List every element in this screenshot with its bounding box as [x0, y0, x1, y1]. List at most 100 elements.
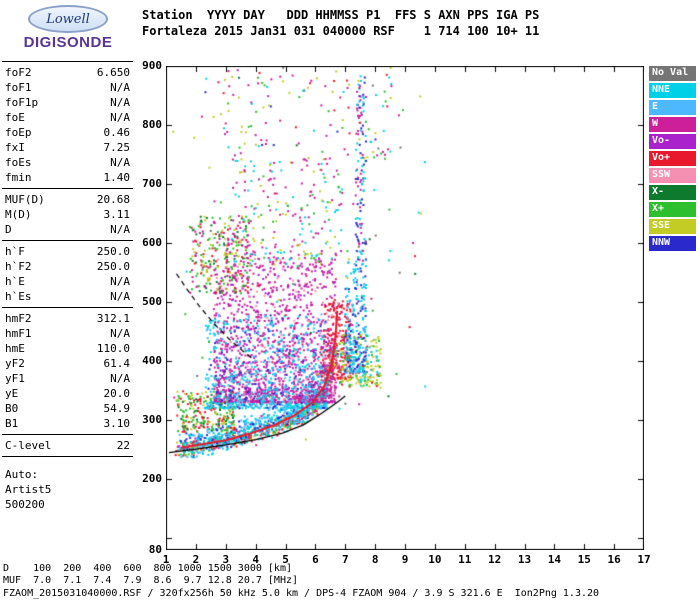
- x-tick-label: 13: [517, 553, 532, 566]
- param-label: M(D): [5, 208, 32, 221]
- param-value: N/A: [110, 96, 130, 109]
- x-tick-label: 12: [488, 553, 502, 566]
- param-row-foEp: foEp 0.46: [2, 125, 133, 140]
- param-value: 1.40: [103, 171, 131, 184]
- param-label: foEs: [5, 156, 32, 169]
- legend-item-W: W: [649, 117, 696, 132]
- x-tick-label: 15: [577, 553, 591, 566]
- param-label: foE: [5, 111, 25, 124]
- y-tick-label: 900: [142, 59, 162, 72]
- auto-block: Auto: Artist5 500200: [2, 467, 133, 512]
- param-label: foF1: [5, 81, 32, 94]
- param-value: N/A: [110, 327, 130, 340]
- param-label: C-level: [5, 439, 52, 452]
- legend-item-Vo-: Vo-: [649, 134, 696, 149]
- param-value: 22: [116, 439, 130, 452]
- param-row-B0: B0 54.9: [2, 401, 133, 416]
- param-row-foE: foE N/A: [2, 110, 133, 125]
- param-label: yE: [5, 387, 19, 400]
- param-row-M(D): M(D) 3.11: [2, 207, 133, 222]
- param-row-hmF1: hmF1 N/A: [2, 326, 133, 341]
- param-label: hmF1: [5, 327, 32, 340]
- x-tick-label: 4: [252, 553, 259, 566]
- param-label: yF1: [5, 372, 25, 385]
- param-separator: [2, 434, 133, 435]
- y-tick-label: 500: [142, 295, 162, 309]
- param-value: N/A: [110, 81, 130, 94]
- y-tick-label: 80: [148, 543, 162, 556]
- param-row-hmE: hmE 110.0: [2, 341, 133, 356]
- y-tick-label: 400: [142, 354, 162, 368]
- y-tick-label: 200: [142, 472, 162, 486]
- logo-digisonde-text: DIGISONDE: [23, 34, 113, 51]
- x-tick-label: 14: [547, 553, 561, 566]
- param-row-h`F: h`F 250.0: [2, 244, 133, 259]
- logo-lowell-text: Lowell: [46, 11, 90, 27]
- param-separator: [2, 456, 133, 457]
- param-label: fmin: [5, 171, 32, 184]
- param-value: 312.1: [96, 312, 130, 325]
- auto-line: Auto:: [5, 468, 39, 481]
- param-separator: [2, 61, 133, 62]
- param-label: h`E: [5, 275, 25, 288]
- param-label: D: [5, 223, 12, 236]
- param-label: foF2: [5, 66, 32, 79]
- param-value: N/A: [110, 290, 130, 303]
- x-tick-label: 11: [458, 553, 472, 566]
- legend-item-NNE: NNE: [649, 83, 696, 98]
- param-separator: [2, 188, 133, 189]
- param-label: hmF2: [5, 312, 32, 325]
- param-value: 250.0: [96, 260, 130, 273]
- param-value: 54.9: [103, 402, 131, 415]
- param-row-MUF(D): MUF(D) 20.68: [2, 192, 133, 207]
- param-row-foF1p: foF1p N/A: [2, 95, 133, 110]
- x-tick-label: 10: [428, 553, 442, 566]
- param-value: 20.68: [96, 193, 130, 206]
- param-row-h`F2: h`F2 250.0: [2, 259, 133, 274]
- x-tick-label: 3: [222, 553, 230, 566]
- param-row-yE: yE 20.0: [2, 386, 133, 401]
- lowell-digisonde-logo: Lowell DIGISONDE: [8, 5, 128, 51]
- auto-line: 500200: [5, 498, 45, 511]
- legend-item-Vo+: Vo+: [649, 151, 696, 166]
- legend-item-No Val: No Val: [649, 66, 696, 81]
- legend-item-SSE: SSE: [649, 219, 696, 234]
- legend-item-X+: X+: [649, 202, 696, 217]
- param-row-foF1: foF1 N/A: [2, 80, 133, 95]
- param-value: 0.46: [103, 126, 131, 139]
- auto-line: Artist5: [5, 483, 52, 496]
- header-line-1: Station YYYY DAY DDD HHMMSS P1 FFS S AXN…: [142, 8, 540, 22]
- param-label: foF1p: [5, 96, 39, 109]
- param-value: 3.10: [103, 417, 131, 430]
- lowell-logo-oval: Lowell: [28, 5, 108, 33]
- x-tick-label: 5: [282, 553, 289, 566]
- y-tick-label: 800: [142, 118, 162, 132]
- param-row-yF2: yF2 61.4: [2, 356, 133, 371]
- param-value: N/A: [110, 275, 130, 288]
- param-label: yF2: [5, 357, 25, 370]
- param-label: h`Es: [5, 290, 32, 303]
- param-label: B1: [5, 417, 19, 430]
- param-panel: foF2 6.650 foF1 N/A foF1p N/A foE N/A foEp 0.46 fx…: [2, 58, 133, 512]
- footer-info: FZAOM_2015031040000.RSF / 320fx256h 50 k…: [3, 588, 600, 599]
- param-value: 7.25: [103, 141, 131, 154]
- param-value: N/A: [110, 223, 130, 236]
- param-label: MUF(D): [5, 193, 45, 206]
- param-row-h`Es: h`Es N/A: [2, 289, 133, 304]
- x-tick-label: 16: [607, 553, 621, 566]
- param-label: h`F: [5, 245, 25, 258]
- param-value: 6.650: [96, 66, 130, 79]
- header-line-2: Fortaleza 2015 Jan31 031 040000 RSF 1 71…: [142, 24, 540, 38]
- param-value: 110.0: [96, 342, 130, 355]
- x-tick-label: 7: [341, 553, 349, 566]
- legend-item-NNW: NNW: [649, 236, 696, 251]
- legend-item-SSW: SSW: [649, 168, 696, 183]
- param-value: 20.0: [103, 387, 131, 400]
- param-label: foEp: [5, 126, 32, 139]
- param-label: h`F2: [5, 260, 32, 273]
- legend-item-E: E: [649, 100, 696, 115]
- param-separator: [2, 240, 133, 241]
- param-label: fxI: [5, 141, 25, 154]
- y-tick-label: 700: [142, 177, 162, 191]
